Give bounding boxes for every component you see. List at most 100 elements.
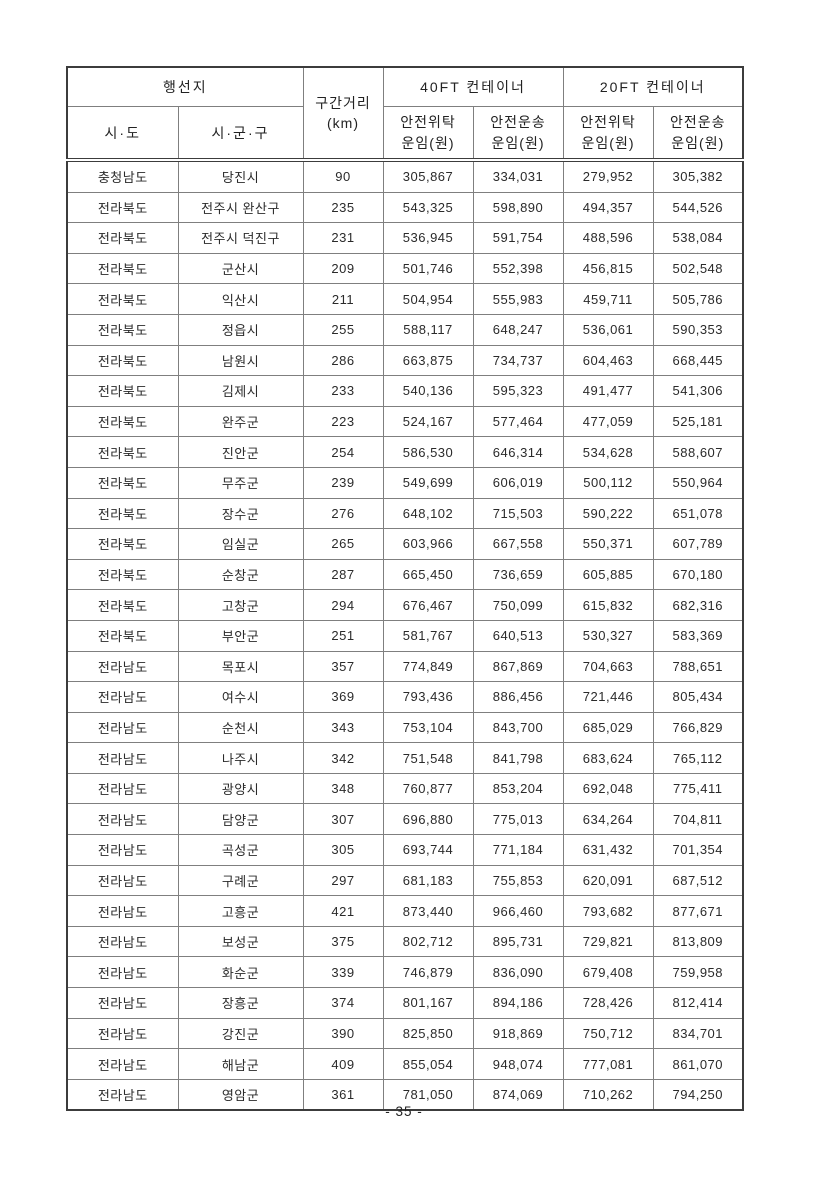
fare-20ft-consignment: 605,885 — [562, 558, 654, 591]
fare-20ft-consignment: 459,711 — [562, 283, 654, 315]
fare-20ft-consignment: 500,112 — [562, 466, 654, 499]
distance-km: 390 — [302, 1017, 384, 1050]
table-row: 전라북도 군산시 209 501,746 552,398 456,815 502,548 — [66, 252, 744, 285]
fare-20ft-transport: 812,414 — [652, 987, 744, 1019]
fare-20ft-transport: 766,829 — [652, 711, 744, 744]
fare-40ft-transport: 552,398 — [472, 252, 564, 285]
fare-40ft-transport: 577,464 — [472, 405, 564, 438]
table-row: 전라남도 구례군 297 681,183 755,853 620,091 687,512 — [66, 864, 744, 897]
district: 광양시 — [177, 772, 304, 805]
fare-40ft-transport: 843,700 — [472, 711, 564, 744]
fare-40ft-consignment: 746,879 — [382, 956, 474, 989]
fare-20ft-transport: 550,964 — [652, 466, 744, 499]
district: 장수군 — [177, 497, 304, 530]
fare-40ft-transport: 966,460 — [472, 895, 564, 927]
province: 전라북도 — [66, 252, 179, 285]
table-row: 전라남도 목포시 357 774,849 867,869 704,663 788,651 — [66, 650, 744, 683]
distance-km: 286 — [302, 344, 384, 377]
province: 충청남도 — [66, 159, 179, 193]
table-row: 충청남도 당진시 90 305,867 334,031 279,952 305,382 — [66, 159, 744, 193]
distance-km: 255 — [302, 313, 384, 346]
fare-40ft-consignment: 549,699 — [382, 466, 474, 499]
fare-40ft-consignment: 696,880 — [382, 803, 474, 836]
table-row: 전라북도 김제시 233 540,136 595,323 491,477 541,306 — [66, 375, 744, 407]
district: 당진시 — [177, 159, 304, 193]
district: 여수시 — [177, 681, 304, 713]
header-40ft-safe-consignment-fare: 안전위탁 운임(원) — [382, 106, 474, 162]
district: 정읍시 — [177, 313, 304, 346]
distance-km: 251 — [302, 619, 384, 652]
fare-20ft-transport: 682,316 — [652, 589, 744, 621]
fare-20ft-transport: 834,701 — [652, 1017, 744, 1050]
table-row: 전라북도 장수군 276 648,102 715,503 590,222 651,078 — [66, 497, 744, 530]
province: 전라북도 — [66, 222, 179, 254]
fare-40ft-consignment: 801,167 — [382, 987, 474, 1019]
fare-40ft-consignment: 855,054 — [382, 1048, 474, 1080]
fare-20ft-transport: 538,084 — [652, 222, 744, 254]
header-province: 시·도 — [66, 106, 179, 162]
district: 고흥군 — [177, 895, 304, 927]
fare-20ft-consignment: 631,432 — [562, 834, 654, 866]
fare-40ft-consignment: 665,450 — [382, 558, 474, 591]
table-row: 전라남도 해남군 409 855,054 948,074 777,081 861,070 — [66, 1048, 744, 1080]
fare-table-container: 행선지 구간거리 (km) 40FT 컨테이너 20FT 컨테이너 시·도 시·… — [66, 66, 745, 1112]
province: 전라북도 — [66, 191, 179, 224]
fare-40ft-consignment: 588,117 — [382, 313, 474, 346]
fare-20ft-transport: 775,411 — [652, 772, 744, 805]
distance-km: 339 — [302, 956, 384, 989]
fare-20ft-consignment: 491,477 — [562, 375, 654, 407]
table-row: 전라남도 영암군 361 781,050 874,069 710,262 794,250 — [66, 1078, 744, 1111]
distance-km: 265 — [302, 528, 384, 560]
district: 고창군 — [177, 589, 304, 621]
province: 전라북도 — [66, 528, 179, 560]
province: 전라북도 — [66, 497, 179, 530]
province: 전라북도 — [66, 283, 179, 315]
fare-40ft-consignment: 543,325 — [382, 191, 474, 224]
fare-40ft-consignment: 305,867 — [382, 159, 474, 193]
fare-40ft-consignment: 681,183 — [382, 864, 474, 897]
distance-km: 235 — [302, 191, 384, 224]
province: 전라남도 — [66, 864, 179, 897]
fare-20ft-transport: 541,306 — [652, 375, 744, 407]
district: 강진군 — [177, 1017, 304, 1050]
fare-40ft-transport: 836,090 — [472, 956, 564, 989]
distance-km: 223 — [302, 405, 384, 438]
header-20ft-safe-consignment-fare: 안전위탁 운임(원) — [562, 106, 654, 162]
distance-km: 276 — [302, 497, 384, 530]
fare-20ft-consignment: 615,832 — [562, 589, 654, 621]
fare-40ft-consignment: 581,767 — [382, 619, 474, 652]
header-sub-row: 시·도 시·군·구 안전위탁 운임(원) 안전운송 운임(원) 안전위탁 운임(… — [66, 106, 744, 162]
table-row: 전라북도 전주시 완산구 235 543,325 598,890 494,357 544,5… — [66, 191, 744, 224]
district: 진안군 — [177, 436, 304, 468]
fare-40ft-transport: 948,074 — [472, 1048, 564, 1080]
fare-40ft-consignment: 781,050 — [382, 1078, 474, 1111]
province: 전라북도 — [66, 619, 179, 652]
fare-20ft-consignment: 685,029 — [562, 711, 654, 744]
province: 전라남도 — [66, 1017, 179, 1050]
header-40ft-container-group: 40FT 컨테이너 — [382, 66, 564, 107]
district: 담양군 — [177, 803, 304, 836]
fare-40ft-consignment: 676,467 — [382, 589, 474, 621]
fare-20ft-transport: 794,250 — [652, 1078, 744, 1111]
fare-20ft-transport: 813,809 — [652, 925, 744, 958]
province: 전라남도 — [66, 1048, 179, 1080]
fare-20ft-consignment: 550,371 — [562, 528, 654, 560]
fare-20ft-consignment: 279,952 — [562, 159, 654, 193]
district: 무주군 — [177, 466, 304, 499]
province: 전라북도 — [66, 375, 179, 407]
fare-20ft-transport: 651,078 — [652, 497, 744, 530]
fare-20ft-consignment: 777,081 — [562, 1048, 654, 1080]
table-row: 전라남도 보성군 375 802,712 895,731 729,821 813,809 — [66, 925, 744, 958]
fare-40ft-transport: 555,983 — [472, 283, 564, 315]
province: 전라남도 — [66, 742, 179, 774]
header-20ft-safe-transport-fare: 안전운송 운임(원) — [652, 106, 744, 162]
district: 해남군 — [177, 1048, 304, 1080]
province: 전라북도 — [66, 344, 179, 377]
table-row: 전라남도 화순군 339 746,879 836,090 679,408 759,958 — [66, 956, 744, 989]
table-row: 전라남도 고흥군 421 873,440 966,460 793,682 877,671 — [66, 895, 744, 927]
distance-km: 287 — [302, 558, 384, 591]
fare-20ft-consignment: 456,815 — [562, 252, 654, 285]
fare-20ft-consignment: 750,712 — [562, 1017, 654, 1050]
fare-20ft-transport: 765,112 — [652, 742, 744, 774]
fare-20ft-consignment: 793,682 — [562, 895, 654, 927]
